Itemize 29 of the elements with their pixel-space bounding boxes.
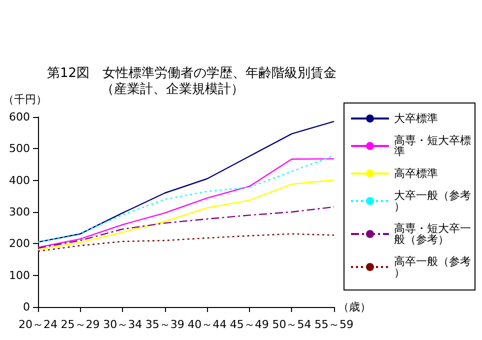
line-series bbox=[37, 179, 335, 250]
y-tick-label: 600 bbox=[9, 110, 30, 124]
x-tick-label: 30～34 bbox=[103, 318, 142, 331]
y-tick-label: 0 bbox=[23, 300, 30, 314]
x-tick-label: 45～49 bbox=[230, 318, 269, 331]
legend-label: 大卒一般（参考） bbox=[394, 189, 471, 213]
x-tick-label: 20～24 bbox=[18, 318, 58, 331]
y-axis-title: （千円） bbox=[3, 93, 47, 106]
y-tick-label: 400 bbox=[9, 174, 30, 187]
legend-label: 大卒標準 bbox=[394, 112, 438, 125]
legend-label: 高卒一般（参考） bbox=[394, 255, 471, 279]
legend-label: 高専・短大卒一般（参考） bbox=[394, 222, 471, 246]
line-series bbox=[37, 120, 335, 243]
line-series bbox=[37, 206, 335, 249]
chart-title: 第12図 女性標準労働者の学歴、年齢階級別賃金 bbox=[47, 66, 337, 81]
x-tick-label: 25～29 bbox=[60, 318, 100, 331]
chart-subtitle: （産業計、企業規模計） bbox=[101, 81, 244, 97]
y-tick-label: 500 bbox=[9, 142, 30, 156]
line-series bbox=[37, 233, 335, 252]
y-tick-label: 100 bbox=[9, 268, 30, 282]
x-tick-label: 35～39 bbox=[145, 318, 184, 331]
y-tick-label: 300 bbox=[9, 206, 30, 218]
y-tick-label: 200 bbox=[9, 237, 30, 250]
x-tick-label: 50～54 bbox=[272, 318, 312, 331]
x-tick-label: 40～44 bbox=[188, 318, 227, 331]
x-tick-label: 55～59 bbox=[314, 318, 354, 331]
x-axis-title: （歳） bbox=[338, 300, 371, 314]
legend-label: 高卒標準 bbox=[394, 167, 438, 180]
legend-label: 高専・短大卒標準 bbox=[394, 134, 471, 158]
